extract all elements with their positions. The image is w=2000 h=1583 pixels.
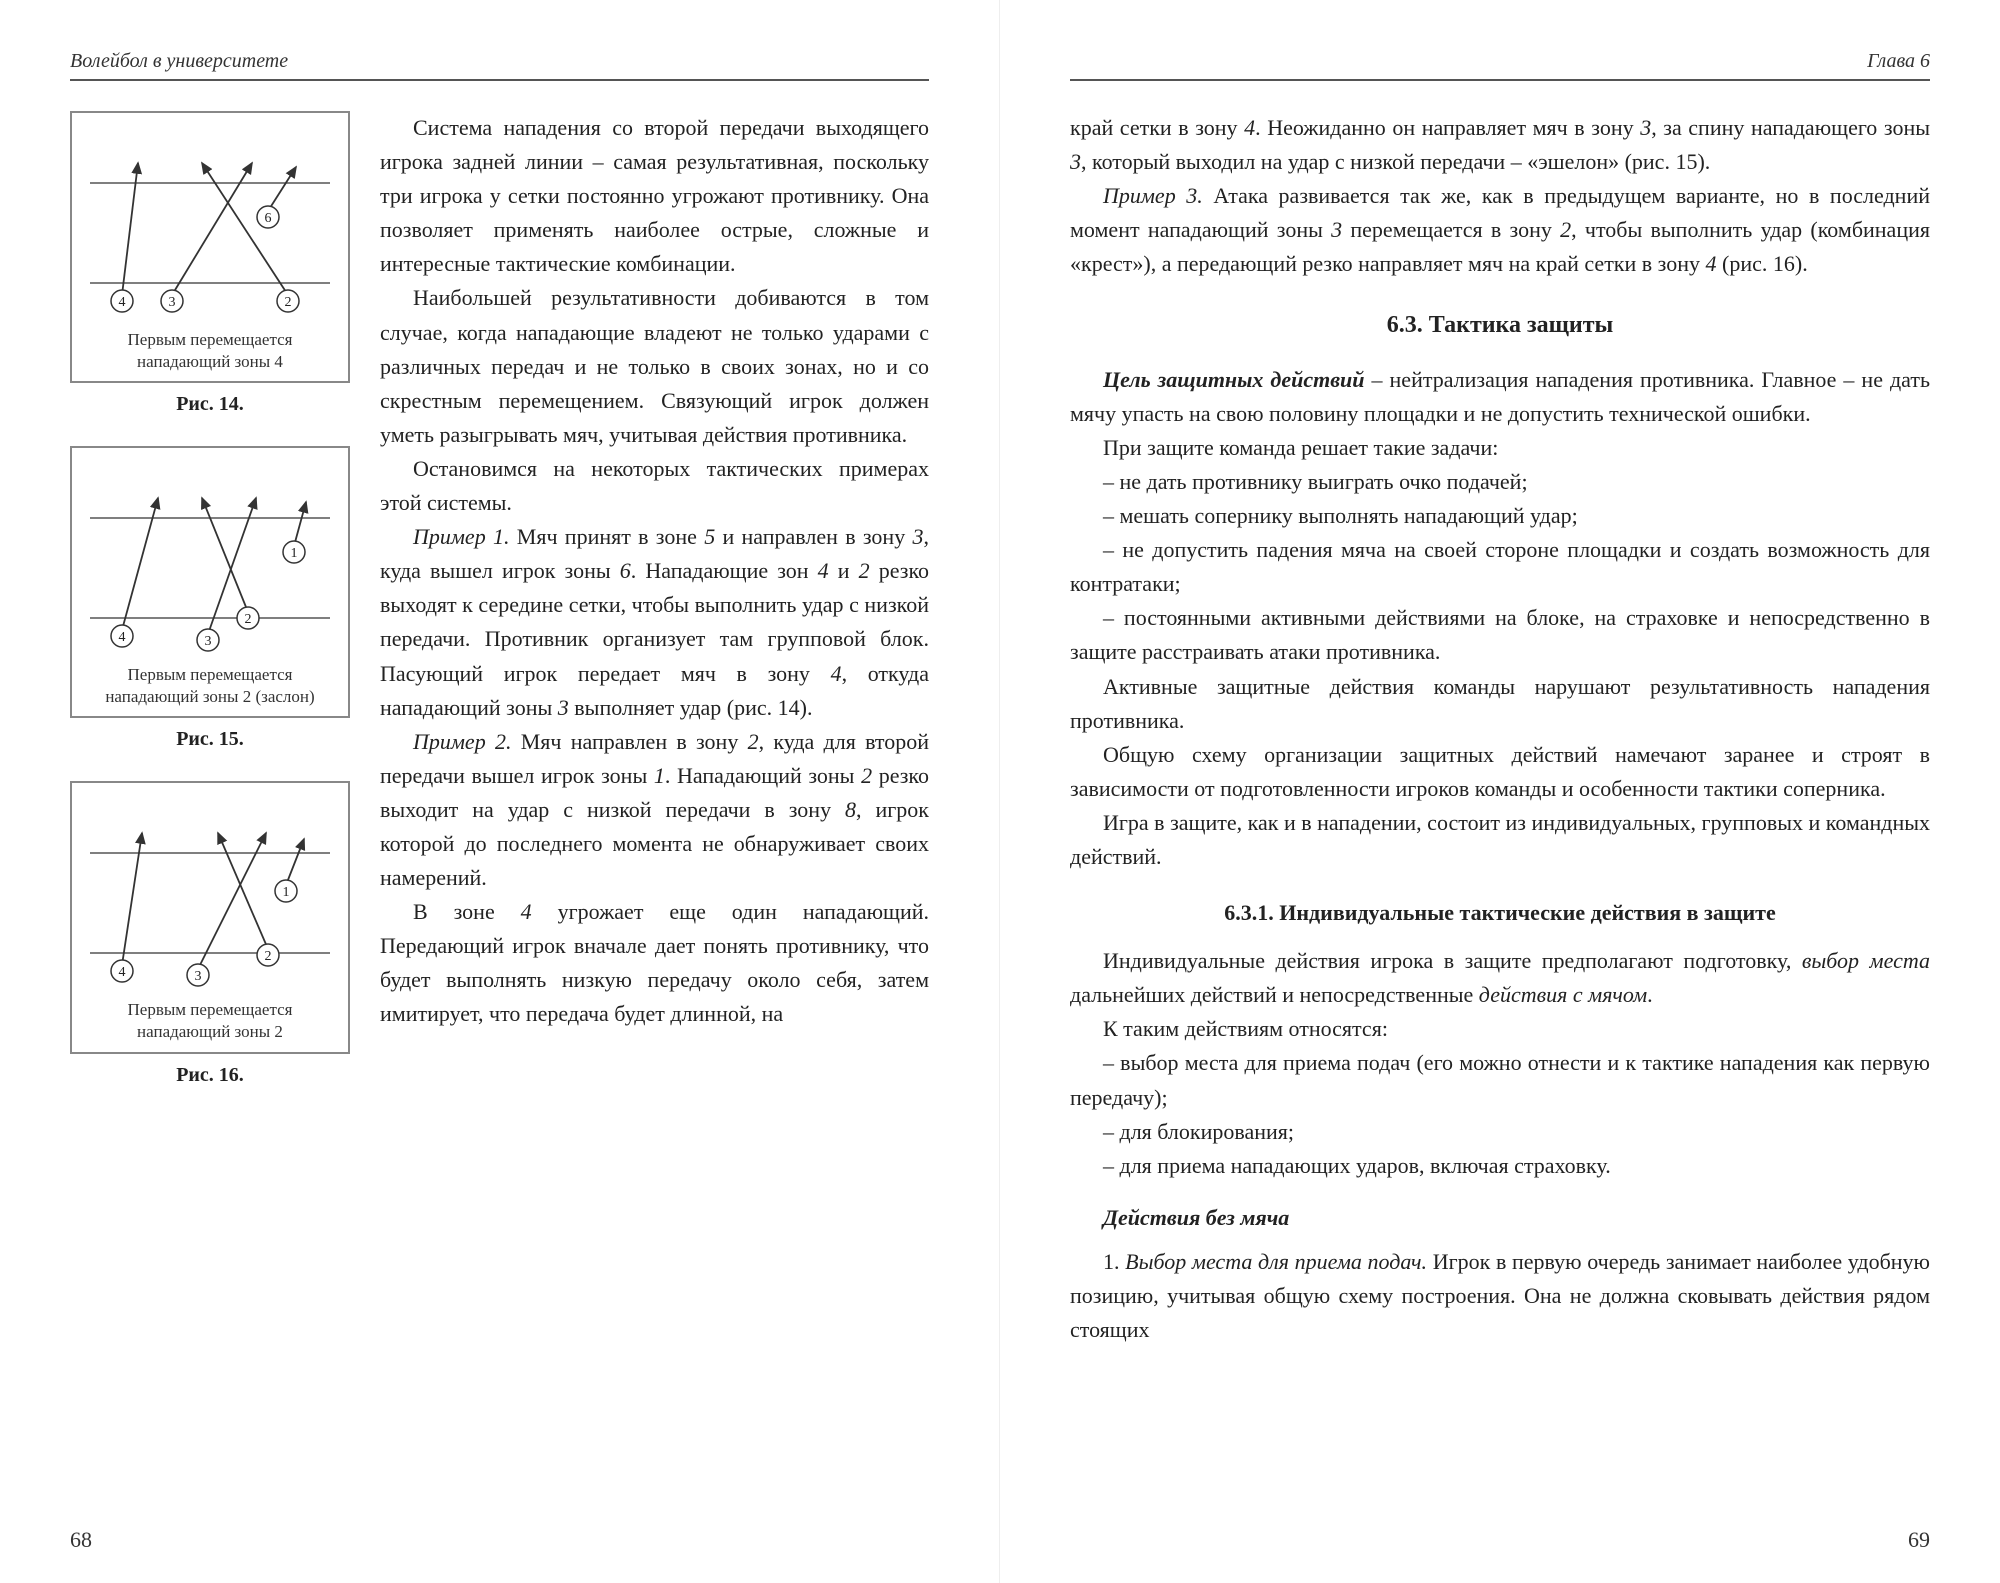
left-para-6: В зоне 4 угрожает еще один нападающий. П… [380,895,929,1031]
page-number-right: 69 [1908,1527,1930,1553]
svg-text:4: 4 [119,965,126,980]
right-para-1: край сетки в зону 4. Неожиданно он напра… [1070,111,1930,179]
figure-14-label1: Первым перемещается [80,329,340,351]
figure-16-caption: Рис. 16. [70,1064,350,1087]
book-spread: Волейбол в университете 4 3 2 6 Первым пере… [0,0,2000,1583]
right-para-3: Цель защитных действий – нейтрализация н… [1070,363,1930,431]
svg-text:1: 1 [283,885,290,900]
para-title: Действия без мяча [1070,1201,1930,1235]
page-number-left: 68 [70,1527,92,1553]
svg-text:6: 6 [265,211,272,226]
page-right: Глава 6 край сетки в зону 4. Неожиданно … [1000,0,2000,1583]
figure-14-label2: нападающий зоны 4 [80,351,340,373]
left-para-2: Наибольшей результативности добиваются в… [380,281,929,451]
left-para-4: Пример 1. Мяч принят в зоне 5 и направле… [380,520,929,725]
right-list-5: – выбор места для приема подач (его можн… [1070,1046,1930,1114]
page-left: Волейбол в университете 4 3 2 6 Первым пере… [0,0,1000,1583]
svg-text:1: 1 [291,546,298,561]
running-head-left: Волейбол в университете [70,50,929,81]
left-para-1: Система нападения со второй передачи вых… [380,111,929,281]
figure-16-diagram-icon: 4 3 2 1 [90,793,330,993]
svg-text:3: 3 [195,969,202,984]
right-list-3: – не допустить падения мяча на своей сто… [1070,533,1930,601]
figure-14: 4 3 2 6 Первым перемещается нападающий зоны… [70,111,350,383]
figure-15-caption: Рис. 15. [70,728,350,751]
figure-15-label2: нападающий зоны 2 (заслон) [80,686,340,708]
right-para-4: При защите команда решает такие задачи: [1070,431,1930,465]
subsection-title: 6.3.1. Индивидуальные тактические действ… [1070,896,1930,930]
svg-text:4: 4 [119,295,126,310]
svg-text:2: 2 [265,949,272,964]
right-para-9: К таким действиям относятся: [1070,1012,1930,1046]
right-para-7: Игра в защите, как и в нападении, состои… [1070,806,1930,874]
right-para-8: Индивидуальные действия игрока в защите … [1070,944,1930,1012]
right-list-6: – для блокирования; [1070,1115,1930,1149]
right-list-2: – мешать сопернику выполнять нападающий … [1070,499,1930,533]
right-list-4: – постоянными активными действиями на бл… [1070,601,1930,669]
right-para-6: Общую схему организации защитных действи… [1070,738,1930,806]
svg-text:2: 2 [245,612,252,627]
right-para-2: Пример 3. Атака развивается так же, как … [1070,179,1930,281]
svg-text:4: 4 [119,630,126,645]
left-para-5: Пример 2. Мяч направлен в зону 2, куда д… [380,725,929,895]
right-list-7: – для приема нападающих ударов, включая … [1070,1149,1930,1183]
right-para-5: Активные защитные действия команды наруш… [1070,670,1930,738]
figure-16: 4 3 2 1 Первым перемещается нападающий зоны… [70,781,350,1053]
svg-text:3: 3 [169,295,176,310]
figure-14-caption: Рис. 14. [70,393,350,416]
figure-16-label1: Первым перемещается [80,999,340,1021]
figure-15: 4 3 2 1 Первым перемещается нападающий зоны… [70,446,350,718]
svg-text:3: 3 [205,634,212,649]
left-text-column: Система нападения со второй передачи вых… [380,111,929,1117]
figure-16-label2: нападающий зоны 2 [80,1021,340,1043]
running-head-right: Глава 6 [1070,50,1930,81]
right-para-10: 1. Выбор места для приема подач. Игрок в… [1070,1245,1930,1347]
figure-14-diagram-icon: 4 3 2 6 [90,123,330,323]
svg-text:2: 2 [285,295,292,310]
figure-15-label1: Первым перемещается [80,664,340,686]
left-para-3: Остановимся на некоторых тактических при… [380,452,929,520]
left-columns: 4 3 2 6 Первым перемещается нападающий зоны… [70,111,929,1117]
right-list-1: – не дать противнику выиграть очко подач… [1070,465,1930,499]
right-text-column: край сетки в зону 4. Неожиданно он напра… [1070,111,1930,1347]
figures-column: 4 3 2 6 Первым перемещается нападающий зоны… [70,111,350,1117]
figure-15-diagram-icon: 4 3 2 1 [90,458,330,658]
section-title: 6.3. Тактика защиты [1070,307,1930,344]
